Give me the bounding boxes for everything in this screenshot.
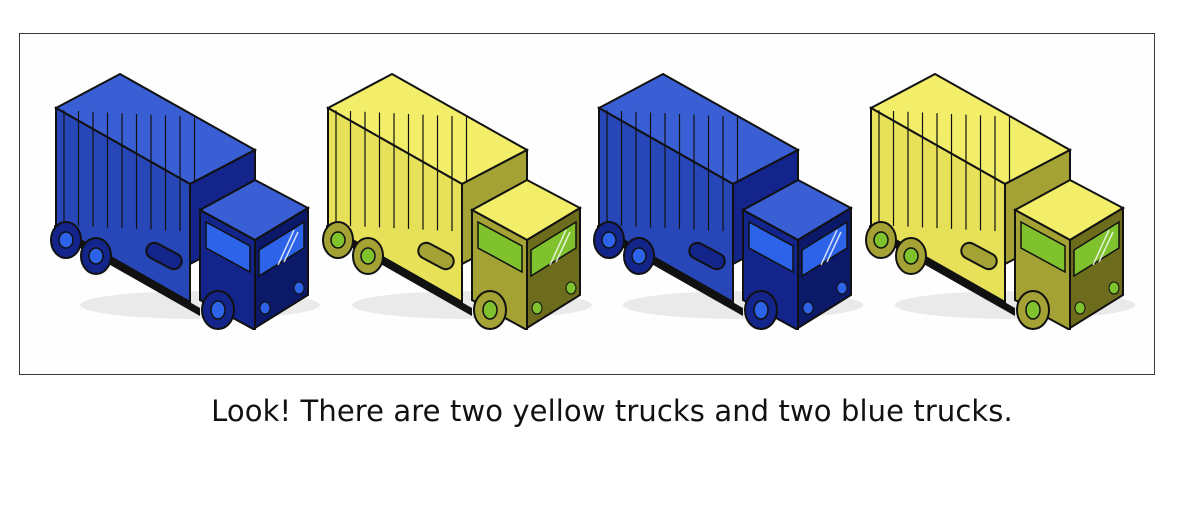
yellow-truck bbox=[865, 70, 1135, 332]
yellow-truck bbox=[322, 70, 592, 332]
blue-truck bbox=[593, 70, 863, 332]
caption-text: Look! There are two yellow trucks and tw… bbox=[211, 394, 1013, 428]
trucks-row bbox=[20, 34, 1156, 376]
blue-truck bbox=[50, 70, 320, 332]
illustration-frame bbox=[19, 33, 1155, 375]
